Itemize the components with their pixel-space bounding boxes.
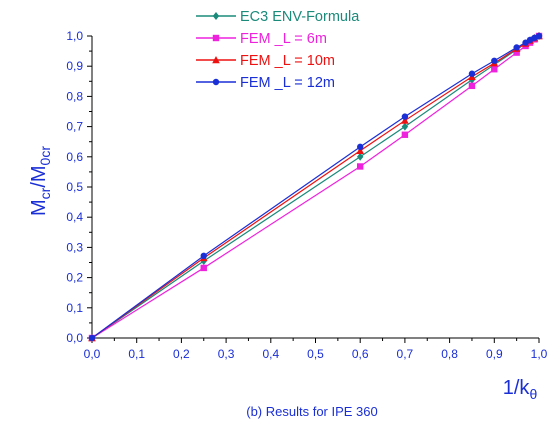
x-tick-label: 0,2 [173, 347, 190, 361]
y-tick-label: 0,0 [66, 331, 83, 345]
y-axis-title: Mcr/M0cr [28, 146, 53, 216]
series-layer [88, 32, 543, 342]
x-tick-label: 0,9 [486, 347, 503, 361]
data-point [491, 66, 498, 73]
data-point [357, 152, 364, 161]
y-ticks: 0,0 0,1 0,2 0,3 0,4 0,5 0,6 0,7 0,8 0,9 1,0 [66, 29, 92, 345]
data-point [513, 44, 520, 51]
data-point [401, 116, 409, 124]
legend-label: EC3 ENV-Formula [240, 9, 360, 25]
data-point [468, 70, 476, 77]
x-tick-label: 0,8 [441, 347, 458, 361]
data-point [401, 113, 409, 120]
x-tick-label: 0,1 [128, 347, 145, 361]
data-point [357, 163, 364, 170]
y-axis-title-main: M [28, 199, 50, 216]
legend-marker [212, 56, 220, 64]
legend-marker [212, 78, 220, 86]
x-ticks: 0,0 0,1 0,2 0,3 0,4 0,5 0,6 0,7 0,8 0,9 1,0 [84, 338, 548, 361]
data-point [535, 32, 543, 40]
legend-label: FEM _L = 10m [240, 53, 335, 69]
x-axis-title: 1/kθ [503, 377, 538, 402]
y-tick-label: 0,3 [66, 240, 83, 254]
data-point [88, 334, 96, 342]
x-tick-label: 0,5 [307, 347, 324, 361]
y-tick-label: 0,8 [66, 89, 83, 103]
data-point [468, 82, 476, 90]
y-axis-title-slash: /M [28, 165, 50, 187]
data-point [200, 264, 207, 272]
x-tick-label: 0,3 [218, 347, 235, 361]
y-tick-label: 0,6 [66, 150, 83, 164]
y-tick-label: 0,9 [66, 59, 83, 73]
y-tick-label: 0,1 [66, 301, 83, 315]
data-point [200, 252, 207, 260]
data-point [356, 146, 364, 154]
y-axis-title-sub1: cr [37, 187, 53, 199]
data-point [401, 122, 409, 131]
legend: EC3 ENV-Formula FEM _L = 6m FEM _L = 10m FE… [196, 9, 360, 91]
y-tick-label: 0,5 [66, 180, 83, 194]
figure-caption: (b) Results for IPE 360 [246, 404, 378, 419]
data-point [513, 49, 520, 56]
legend-label: FEM _L = 12m [240, 75, 335, 91]
x-tick-label: 0,4 [262, 347, 279, 361]
x-tick-label: 1,0 [531, 347, 548, 361]
legend-label: FEM _L = 6m [240, 31, 327, 47]
series-3 [88, 32, 543, 342]
legend-marker [212, 34, 220, 42]
y-tick-label: 0,7 [66, 120, 83, 134]
y-tick-label: 0,4 [66, 210, 83, 224]
x-tick-label: 0,7 [397, 347, 414, 361]
y-tick-label: 1,0 [66, 29, 83, 43]
data-point [401, 131, 409, 138]
y-axis-title-sub2: 0cr [37, 146, 53, 166]
y-tick-label: 0,2 [66, 271, 83, 285]
x-axis-title-main: 1/k [503, 377, 531, 399]
x-axis-title-sub: θ [529, 386, 537, 402]
x-tick-label: 0,0 [84, 347, 101, 361]
legend-marker [212, 12, 220, 20]
x-tick-label: 0,6 [352, 347, 369, 361]
data-point [491, 57, 498, 64]
data-point [357, 143, 364, 151]
